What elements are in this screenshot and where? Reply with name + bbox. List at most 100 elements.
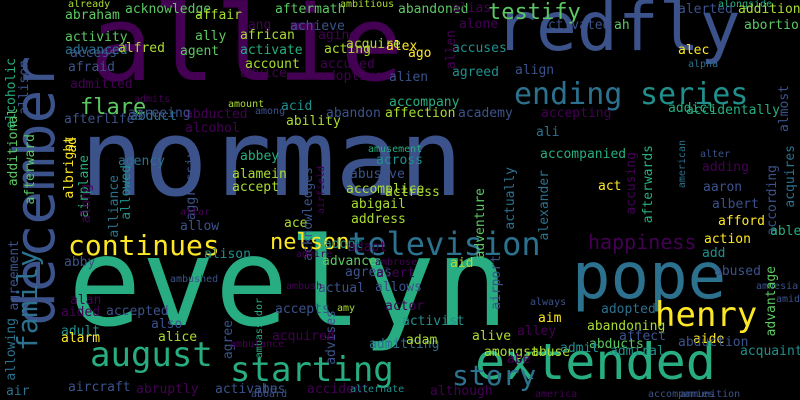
word: accuses [452,41,507,56]
word: account [245,57,300,72]
word: ad [65,137,80,153]
word: advantage [764,266,779,337]
word: advance [322,254,377,269]
word: actress [385,185,440,200]
word: aim [538,311,562,326]
word: alliance [107,175,122,238]
word: afford [718,214,765,229]
word: agent [180,44,220,59]
word: aide [693,332,725,347]
word: act [598,179,622,194]
word: august [90,335,213,375]
word: advice [240,66,287,81]
word: allow [180,219,220,234]
word: aid [450,256,474,271]
word: admiral [610,344,665,359]
word: adopt [324,237,364,252]
word: ace [284,216,308,231]
word: ambrose [375,257,418,268]
word: alec [678,43,710,58]
word: agency [118,154,165,169]
word: alongside [718,0,773,10]
word: actually [503,167,518,230]
word: alone [459,17,499,32]
word: agreement [7,240,22,311]
word: advanced [65,43,128,58]
word: abused [714,264,761,279]
word: address [351,212,406,227]
word: america [535,389,578,400]
word: accompany [389,95,460,110]
word: redfly [495,0,741,67]
word: airfield [316,166,327,215]
word: agreeing [128,106,191,121]
word: alter [700,149,731,160]
word: along [79,184,94,224]
word: happiness [588,230,697,254]
word: agreed [452,65,499,80]
word: actual [318,281,365,296]
word: aided [61,305,101,320]
word: continues [68,229,220,262]
word: albert [712,197,759,212]
word: television [348,225,541,263]
word: accepted [106,304,169,319]
word: aboard [251,389,288,400]
word: amid [776,294,800,305]
word: ambush [286,281,323,292]
word: admitted [70,77,133,92]
word: allen [444,30,459,70]
word: abbey [240,149,280,164]
word: alison [204,247,251,262]
word: alfred [118,41,165,56]
word: activates [215,382,286,397]
word: adopted [601,302,656,317]
word: admitting [369,337,440,352]
word: amnesia [756,281,799,292]
word: adoptive [320,69,383,84]
word: agrees [345,265,392,280]
word: abusive [350,167,405,182]
word: henry [655,295,758,335]
word: adult [61,324,101,339]
word: afterlife [64,112,135,127]
word: amy [337,303,356,314]
word: affection [385,106,456,121]
word: amusement [368,144,423,155]
word: acquire [346,37,401,52]
word: abduct [130,109,177,124]
word: acquired [272,329,335,344]
word: abandoned [398,2,469,17]
word: amongst [484,345,539,360]
word: ability [286,114,341,129]
word: activated [540,18,611,33]
word: allie [90,0,404,105]
word: abraham [65,8,120,23]
word: allowing [4,318,19,381]
word: alex [386,39,418,54]
word: ambitious [340,0,395,10]
word: story [452,359,537,392]
word: already [68,0,111,10]
word: admire [296,249,333,260]
word: aaron [703,180,743,195]
word: academy [458,106,513,121]
word: norman [80,97,463,220]
word: african [240,28,295,43]
word: align [515,63,555,78]
word: alive [472,329,512,344]
word: accidentally [686,103,780,118]
word: testify [488,0,581,25]
word: ambushed [170,274,219,285]
word: extended [475,333,716,391]
word: aftermath [275,2,346,17]
word: abduction [678,335,749,350]
word: accompanies [648,389,715,400]
word: aang [240,18,272,33]
word: abducted [185,107,248,122]
word: alan [70,293,102,308]
word: acknowledge [125,2,212,17]
word: among [255,106,286,117]
word: admits [134,94,171,105]
